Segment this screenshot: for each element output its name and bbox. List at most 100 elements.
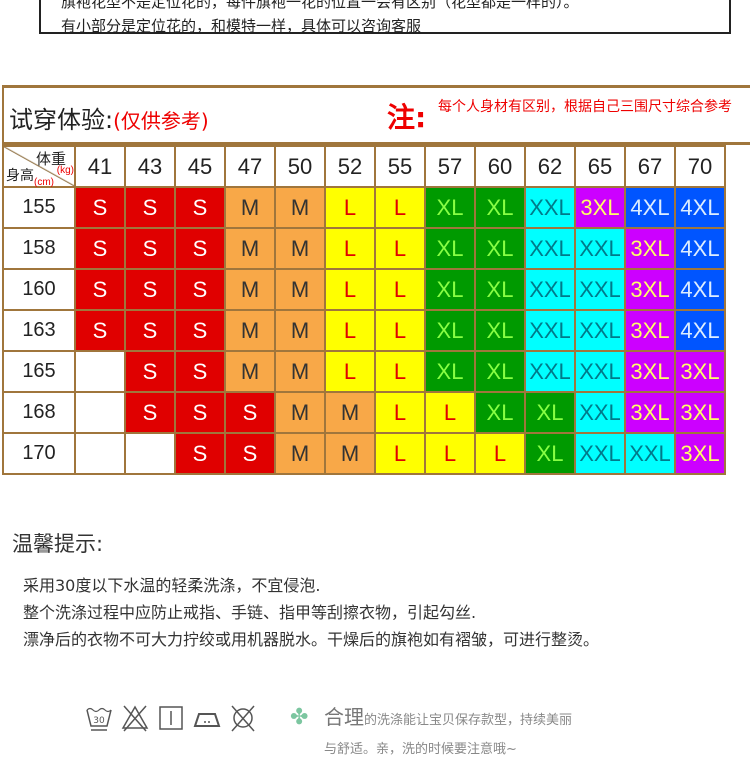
weight-header: 43 [124,145,176,188]
size-cell: S [224,432,276,475]
size-cell: XL [474,227,526,270]
size-cell: M [324,432,376,475]
height-cell: 158 [2,227,76,270]
weight-header-row: 体重 (kg) 身高 (cm) 41 43 45 47 50 52 55 57 60 62 65 67 70 [2,145,726,188]
size-cell: XL [474,268,526,311]
table-row: 165 S S M M L L XL XL XXL XXL 3XL 3XL [2,350,726,393]
size-cell: L [374,432,426,475]
size-cell: M [274,350,326,393]
height-cell: 170 [2,432,76,475]
size-cell [74,432,126,475]
tip-line: 整个洗涤过程中应防止戒指、手链、指甲等刮擦衣物，引起勾丝. [23,603,477,622]
height-cell: 165 [2,350,76,393]
size-cell: M [324,391,376,434]
weight-header: 41 [74,145,126,188]
size-cell: L [424,432,476,475]
weight-header: 50 [274,145,326,188]
table-row: 155 S S S M M L L XL XL XXL 3XL 4XL 4XL [2,186,726,229]
height-unit: (cm) [34,177,54,188]
tips-list: 采用30度以下水温的轻柔洗涤，不宜侵泡. 整个洗涤过程中应防止戒指、手链、指甲等… [23,572,599,653]
size-cell: S [174,186,226,229]
size-cell: S [124,227,176,270]
notice-line-2: 有小部分是定位花的，和模特一样，具体可以咨询客服 [61,17,422,35]
size-cell: 3XL [574,186,626,229]
slogan-line2: 与舒适。亲，洗的时候要注意哦~ [324,742,517,757]
size-cell: L [374,186,426,229]
size-cell: L [374,391,426,434]
size-cell: XXL [574,432,626,475]
size-cell: XL [474,186,526,229]
size-cell [124,432,176,475]
size-cell: 3XL [624,391,676,434]
care-icons: 30 [85,704,257,732]
notice-line-1: 旗袍花型不是定位花的，每件旗袍一花的位置一会有区别（花型都是一样的）。 [61,0,579,11]
corner-cell: 体重 (kg) 身高 (cm) [2,145,76,188]
size-cell: S [124,391,176,434]
size-cell: M [274,227,326,270]
table-row: 170 S S M M L L L XL XXL XXL 3XL [2,432,726,475]
tip-line: 漂净后的衣物不可大力拧绞或用机器脱水。干燥后的旗袍如有褶皱，可进行整烫。 [23,630,600,649]
size-cell: XXL [574,309,626,352]
size-cell: XXL [624,432,676,475]
clover-icon: ✤ [290,705,309,730]
size-cell: XXL [524,227,576,270]
height-cell: 160 [2,268,76,311]
size-cell: 4XL [674,268,726,311]
size-cell: S [174,350,226,393]
size-cell: 4XL [674,309,726,352]
size-cell: S [174,227,226,270]
size-cell: 4XL [674,186,726,229]
size-cell: S [174,391,226,434]
size-cell: XL [474,350,526,393]
size-cell: M [274,186,326,229]
size-cell: XXL [574,391,626,434]
size-cell: M [224,309,276,352]
size-cell: XXL [524,309,576,352]
size-cell: L [324,186,376,229]
height-cell: 168 [2,391,76,434]
size-cell: XXL [524,350,576,393]
size-cell: S [74,227,126,270]
size-cell: XL [524,432,576,475]
table-row: 158 S S S M M L L XL XL XXL XXL 3XL 4XL [2,227,726,270]
line-dry-icon [159,706,183,730]
size-cell: 4XL [674,227,726,270]
weight-header: 45 [174,145,226,188]
size-cell: M [274,268,326,311]
size-cell: M [224,268,276,311]
size-cell: M [274,309,326,352]
height-label: 身高 [6,167,34,183]
no-bleach-icon [121,705,149,732]
size-cell: XL [424,268,476,311]
notice-box: 旗袍花型不是定位花的，每件旗袍一花的位置一会有区别（花型都是一样的）。 有小部分… [39,0,731,35]
size-cell: XXL [524,268,576,311]
size-table: 体重 (kg) 身高 (cm) 41 43 45 47 50 52 55 57 60 62 65 67 70 15… [2,145,726,475]
size-cell: 3XL [624,268,676,311]
weight-header: 52 [324,145,376,188]
size-cell: XXL [574,268,626,311]
size-cell: XL [424,350,476,393]
size-cell: M [224,186,276,229]
size-cell: S [174,432,226,475]
table-row: 163 S S S M M L L XL XL XXL XXL 3XL 4XL [2,309,726,352]
size-cell: L [374,350,426,393]
size-cell: L [324,227,376,270]
size-cell: 3XL [674,350,726,393]
size-cell: 3XL [624,350,676,393]
size-cell: L [374,268,426,311]
size-cell: 3XL [674,432,726,475]
size-cell: XXL [524,186,576,229]
size-chart-title: 试穿体验: [9,106,114,134]
tip-line: 采用30度以下水温的轻柔洗涤，不宜侵泡. [23,576,321,595]
size-cell: M [274,432,326,475]
note-label: 注: [387,101,427,134]
size-cell: S [74,268,126,311]
size-cell: M [274,391,326,434]
weight-label: 体重 [35,151,66,168]
svg-text:30: 30 [93,716,105,726]
table-row: 168 S S S M M L L XL XL XXL 3XL 3XL [2,391,726,434]
size-cell: S [124,268,176,311]
size-cell: XXL [574,227,626,270]
weight-unit: (kg) [56,165,74,176]
size-cell: L [474,432,526,475]
